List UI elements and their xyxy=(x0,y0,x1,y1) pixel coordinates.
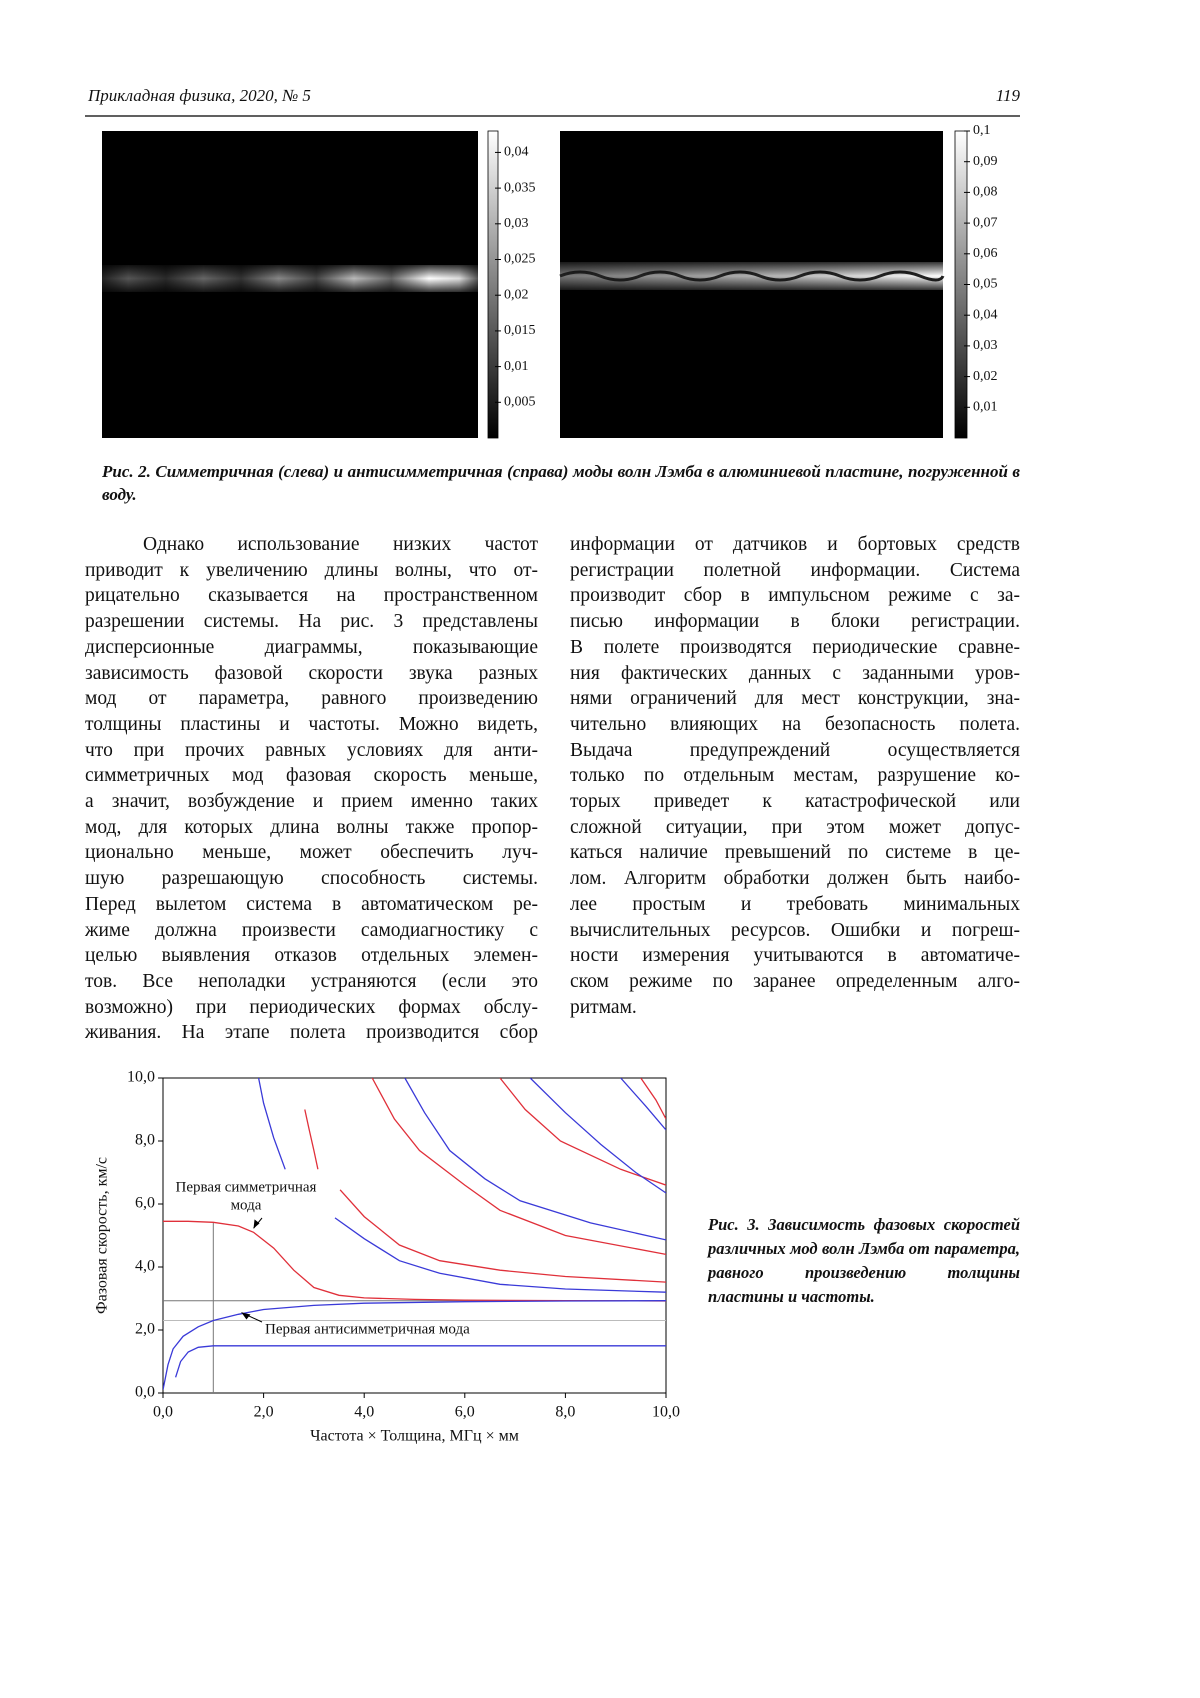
text-line: зависимость фазовой скорости звука разны… xyxy=(85,661,538,687)
text-line: лее простым и требовать минимальных xyxy=(570,892,1020,918)
figure2-caption: Рис. 2. Симметричная (слева) и антисимме… xyxy=(102,460,1020,506)
y-tick-label: 6,0 xyxy=(135,1195,155,1212)
y-tick-label: 8,0 xyxy=(135,1132,155,1149)
page-number: 119 xyxy=(996,86,1021,105)
colorbar-tick-label: 0,01 xyxy=(504,359,529,374)
journal: Прикладная физика, 2020, № 5 xyxy=(87,86,311,105)
dispersion-curve xyxy=(530,1078,666,1193)
text-line: толщины пластины и частоты. Можно видеть… xyxy=(85,712,538,738)
text-line: ности измерения учитываются в автоматиче… xyxy=(570,943,1020,969)
text-line: нями ограничений для мест конструкции, з… xyxy=(570,686,1020,712)
arrow-head xyxy=(254,1219,260,1228)
text-line: писью информации в блоки регистрации. xyxy=(570,609,1020,635)
y-axis-label: Фазовая скорость, км/с xyxy=(94,1157,111,1314)
text-line: ритмам. xyxy=(570,995,1020,1021)
text-line: лом. Алгоритм обработки должен быть наиб… xyxy=(570,866,1020,892)
y-tick-label: 4,0 xyxy=(135,1258,155,1275)
text-line: возможно) при периодических формах обслу… xyxy=(85,995,538,1021)
text-line: рицательно сказывается на пространственн… xyxy=(85,583,538,609)
colorbar-tick-label: 0,04 xyxy=(504,145,529,160)
text-line: шую разрешающую способность системы. xyxy=(85,866,538,892)
x-tick-label: 4,0 xyxy=(354,1404,374,1421)
text-line: Перед вылетом система в автоматическом р… xyxy=(85,892,538,918)
dispersion-curve xyxy=(621,1078,666,1130)
x-tick-label: 10,0 xyxy=(652,1404,680,1421)
text-line: а значит, возбуждение и прием именно так… xyxy=(85,789,538,815)
colorbar-tick-label: 0,02 xyxy=(504,287,529,302)
colorbar-tick-label: 0,04 xyxy=(973,307,998,322)
colorbar-tick-label: 0,03 xyxy=(973,338,998,353)
text-line: торых приведет к катастрофической или xyxy=(570,789,1020,815)
text-line: Выдача предупреждений осуществляется xyxy=(570,738,1020,764)
colorbar-tick-label: 0,09 xyxy=(973,154,998,169)
annotation: Первая антисимметричная мода xyxy=(265,1321,470,1337)
text-line: тов. Все неполадки устраняются (если это xyxy=(85,969,538,995)
text-line: Однако использование низких частот xyxy=(85,532,538,558)
annotation: мода xyxy=(231,1197,262,1213)
colorbar-tick-label: 0,07 xyxy=(973,215,998,230)
text-line: только по отдельным местам, разрушение к… xyxy=(570,763,1020,789)
colorbar-tick-label: 0,035 xyxy=(504,180,536,195)
text-line: вычислительных ресурсов. Ошибки и погреш… xyxy=(570,918,1020,944)
colorbar-tick-label: 0,01 xyxy=(973,400,998,415)
band-shade xyxy=(560,262,943,290)
y-tick-label: 2,0 xyxy=(135,1321,155,1338)
text-line: мод, для которых длина волны также пропо… xyxy=(85,815,538,841)
text-line: целью выявления отказов отдельных элемен… xyxy=(85,943,538,969)
colorbar-tick-label: 0,06 xyxy=(973,246,998,261)
y-tick-label: 10,0 xyxy=(127,1069,155,1086)
text-line: чительно влияющих на безопасность полета… xyxy=(570,712,1020,738)
colorbar-tick-label: 0,1 xyxy=(973,123,991,138)
dispersion-curve xyxy=(163,1221,666,1301)
colorbar-tick-label: 0,02 xyxy=(973,369,998,384)
text-line: информации от датчиков и бортовых средст… xyxy=(570,532,1020,558)
annotation: Первая симметричная xyxy=(176,1179,317,1195)
text-line: регистрации полетной информации. Система xyxy=(570,558,1020,584)
text-line: дисперсионные диаграммы, показывающие xyxy=(85,635,538,661)
x-tick-label: 8,0 xyxy=(555,1404,575,1421)
text-line: мод от параметра, равного произведению xyxy=(85,686,538,712)
text-line: приводит к увеличению длины волны, что о… xyxy=(85,558,538,584)
text-line: симметричных мод фазовая скорость меньше… xyxy=(85,763,538,789)
band-shade xyxy=(102,265,478,292)
text-line: жиме должна произвести самодиагностику с xyxy=(85,918,538,944)
colorbar-tick-label: 0,005 xyxy=(504,395,536,410)
dispersion-curve xyxy=(259,1078,286,1169)
colorbar-tick-label: 0,08 xyxy=(973,185,998,200)
text-line: ния фактических данных с заданными уров- xyxy=(570,661,1020,687)
dispersion-curve xyxy=(641,1078,666,1119)
left-column: Однако использование низких частотпривод… xyxy=(85,532,538,1046)
colorbar-tick-label: 0,025 xyxy=(504,252,536,267)
text-line: ционально меньше, может обеспечить луч- xyxy=(85,840,538,866)
x-axis-label: Частота × Толщина, МГц × мм xyxy=(310,1428,519,1445)
y-tick-label: 0,0 xyxy=(135,1384,155,1401)
text-line: ском режиме по заранее определенным алго… xyxy=(570,969,1020,995)
text-line: сложной ситуации, при этом может допус- xyxy=(570,815,1020,841)
text-line: разрешении системы. На рис. 3 представле… xyxy=(85,609,538,635)
text-line: каться наличие превышений по системе в ц… xyxy=(570,840,1020,866)
x-tick-label: 2,0 xyxy=(254,1404,274,1421)
dispersion-curve xyxy=(405,1078,666,1240)
colorbar-tick-label: 0,05 xyxy=(973,277,998,292)
arrow-head xyxy=(241,1313,250,1320)
text-line: В полете производятся периодические срав… xyxy=(570,635,1020,661)
right-column: информации от датчиков и бортовых средст… xyxy=(570,532,1020,1020)
colorbar-tick-label: 0,03 xyxy=(504,216,529,231)
x-tick-label: 6,0 xyxy=(455,1404,475,1421)
colorbar-tick-label: 0,015 xyxy=(504,323,536,338)
dispersion-curve xyxy=(305,1110,318,1170)
figure3-caption: Рис. 3. Зависимость фазовых скоростей ра… xyxy=(708,1213,1020,1309)
text-line: производит сбор в импульсном режиме с за… xyxy=(570,583,1020,609)
dispersion-curve xyxy=(372,1078,666,1254)
colorbar-left xyxy=(488,131,498,438)
text-line: что при прочих равных условиях для анти- xyxy=(85,738,538,764)
dispersion-curve xyxy=(176,1346,666,1378)
dispersion-curve xyxy=(500,1078,666,1185)
x-tick-label: 0,0 xyxy=(153,1404,173,1421)
dispersion-curve xyxy=(340,1190,666,1282)
text-line: живания. На этапе полета производится сб… xyxy=(85,1020,538,1046)
